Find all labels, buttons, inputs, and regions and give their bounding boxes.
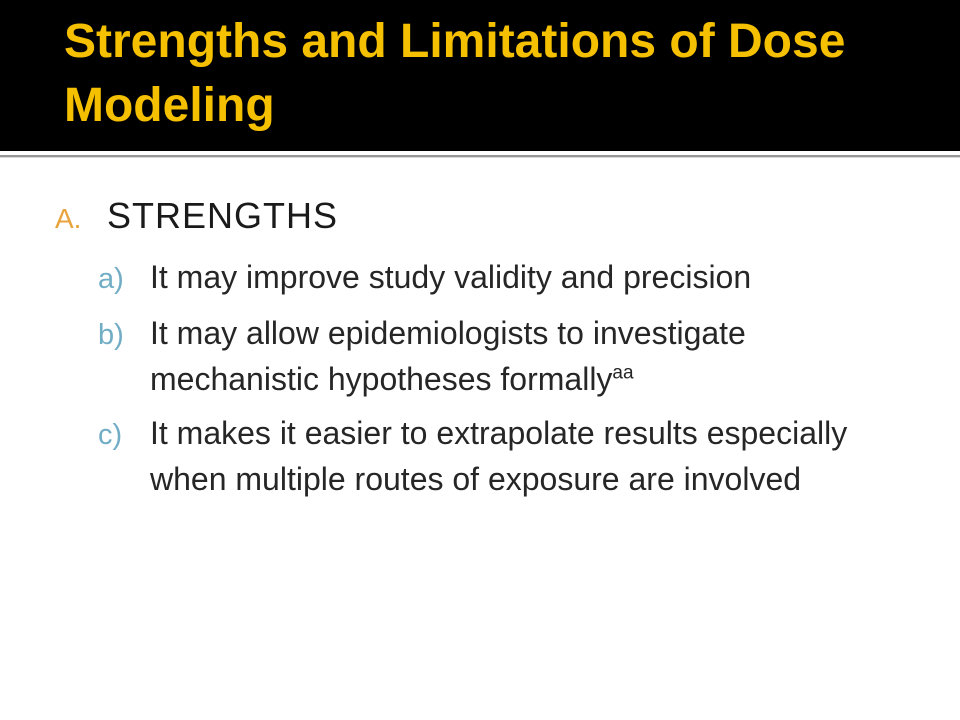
list-item: c) It makes it easier to extrapolate res… (0, 410, 960, 502)
list-item: a) It may improve study validity and pre… (0, 254, 960, 302)
header-divider-shadow (0, 157, 960, 158)
section-heading: STRENGTHS (107, 195, 339, 236)
slide-header: Strengths and Limitations of Dose Modeli… (0, 0, 960, 151)
list-marker-c: c) (98, 419, 123, 451)
list-item-text: It may allow epidemiologists to investig… (150, 310, 850, 402)
header-divider-line (0, 155, 960, 157)
slide-title: Strengths and Limitations of Dose Modeli… (64, 15, 846, 132)
list-marker-b: b) (98, 319, 124, 351)
superscript-note: aa (612, 362, 634, 384)
list-item-text: It may improve study validity and precis… (150, 259, 752, 295)
list-marker-a: a) (98, 263, 124, 295)
list-item-text-main: It may allow epidemiologists to investig… (150, 315, 746, 397)
list-marker-A: A. (55, 203, 82, 234)
slide-body: A. STRENGTHS a) It may improve study val… (0, 158, 960, 502)
list-item: b) It may allow epidemiologists to inves… (0, 310, 960, 402)
list-item-strengths: A. STRENGTHS (0, 192, 960, 243)
list-item-text: It makes it easier to extrapolate result… (150, 415, 848, 497)
